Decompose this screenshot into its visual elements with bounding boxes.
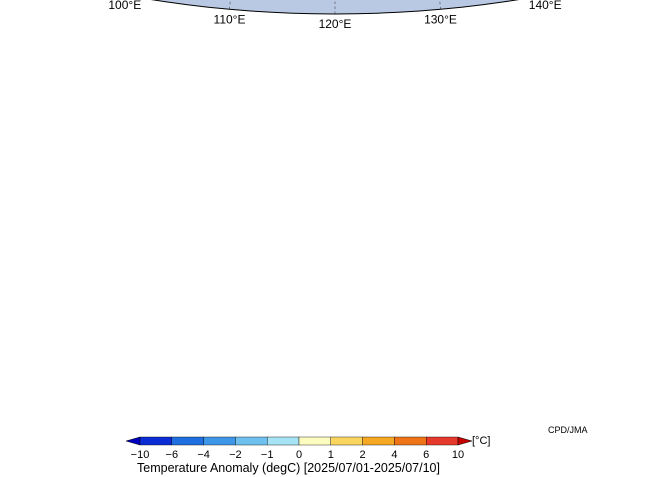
colorbar-segment <box>426 436 459 446</box>
colorbar-segment <box>362 436 395 446</box>
colorbar-segment <box>171 436 204 446</box>
longitude-label: 120°E <box>319 17 352 31</box>
warm-korea-japan <box>380 160 440 215</box>
colorbar-segment <box>203 436 236 446</box>
colorbar-tick-label: 6 <box>423 449 429 461</box>
warm-east-china <box>320 160 378 210</box>
colorbar-tick-label: −1 <box>261 449 274 461</box>
colorbar-tick-label: −10 <box>131 449 150 461</box>
land-japan <box>380 150 446 232</box>
land-srilanka <box>134 372 141 382</box>
colorbar-tick-label: 4 <box>391 449 397 461</box>
missing-data <box>172 48 432 226</box>
missing-arctic-1 <box>228 48 256 63</box>
colorbar-tick-label: −2 <box>229 449 242 461</box>
cold-siberia-core <box>300 68 420 100</box>
colorbar-segment <box>235 436 268 446</box>
land-asia-mainland <box>62 18 560 395</box>
colorbar-low-arrow <box>125 436 141 446</box>
longitude-label: 130°E <box>424 12 457 26</box>
colorbar-tick-label: 1 <box>328 449 334 461</box>
colorbar-tick-label: −4 <box>197 449 210 461</box>
longitude-label: 110°E <box>214 12 246 26</box>
colorbar-segment <box>394 436 427 446</box>
longitude-label: 100°E <box>108 0 141 12</box>
cold-india-core <box>110 235 160 285</box>
colorbar-segment <box>298 436 331 446</box>
land-hokkaido <box>432 132 448 150</box>
warm-iran-afghan <box>66 165 110 230</box>
warm-mongolia <box>190 60 265 110</box>
missing-tibet <box>172 205 196 226</box>
cold-siberia-north <box>360 45 450 68</box>
missing-arctic-2 <box>410 60 432 74</box>
colorbar-unit-label: [°C] <box>472 435 490 447</box>
colorbar-tick-labels: −10 −6 −4 −2 −1 0 1 2 4 6 10 <box>131 449 464 461</box>
colorbar-tick-label: 10 <box>452 449 464 461</box>
anomaly-shading <box>66 38 480 345</box>
land-taiwan <box>344 255 350 266</box>
colorbar-tick-label: 2 <box>360 449 366 461</box>
cool-tibet <box>170 175 260 240</box>
map-ocean <box>154 0 516 14</box>
credit-label: CPD/JMA <box>548 425 588 435</box>
warm-south-china <box>290 200 345 260</box>
land-philippines <box>335 318 358 380</box>
map-caption: Temperature Anomaly (degC) [2025/07/01-2… <box>137 461 440 475</box>
cold-siberia <box>280 38 480 110</box>
land-kamchatka <box>534 62 556 112</box>
warm-central-asia <box>75 40 220 205</box>
colorbar-tick-label: 0 <box>296 449 302 461</box>
longitude-labels: 60°E70°E70°E80°E80°E90°E90°E100°E100°E11… <box>108 0 562 31</box>
colorbar-segment <box>139 436 172 446</box>
cold-india <box>85 220 170 315</box>
colorbar-tick-label: −6 <box>166 449 179 461</box>
colorbar-segment <box>267 436 300 446</box>
land-korea <box>378 175 395 205</box>
colorbar <box>125 436 473 446</box>
land-borneo <box>285 380 322 412</box>
colorbar-segment <box>330 436 363 446</box>
longitude-label: 140°E <box>529 0 562 12</box>
warm-west-siberia <box>180 60 225 100</box>
land-sakhalin <box>466 90 476 120</box>
cool-indochina <box>190 260 265 345</box>
cool-tarim <box>220 125 265 165</box>
colorbar-high-arrow <box>457 436 473 446</box>
land-sulawesi <box>330 392 345 410</box>
land-layer <box>62 18 560 412</box>
cool-north-china <box>300 120 370 160</box>
land-sumatra <box>200 370 235 405</box>
